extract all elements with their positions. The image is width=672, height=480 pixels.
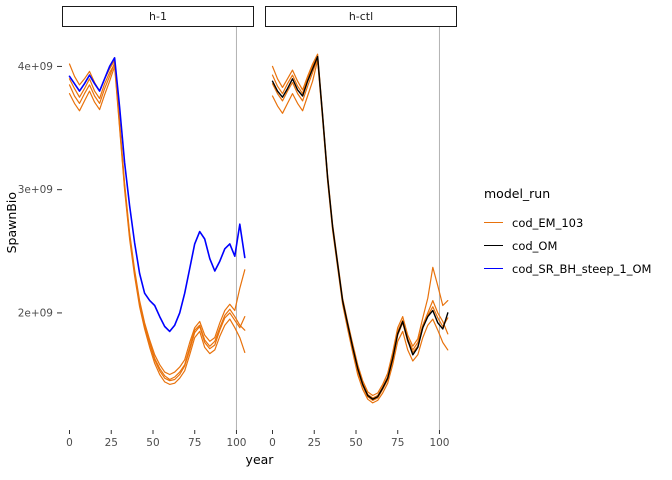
series-line-cod_EM_103-3 xyxy=(271,57,449,401)
x-tick-label: 75 xyxy=(391,437,404,449)
x-tick-label: 100 xyxy=(226,437,246,449)
facet-strip-h-1: h-1 xyxy=(62,6,254,27)
legend-items: cod_EM_103 cod_OM cod_SR_BH_steep_1_OM xyxy=(484,211,651,280)
x-tick-label: 50 xyxy=(349,437,362,449)
series-line-cod_EM_103-2 xyxy=(68,65,246,385)
facet-strip-h-ctl: h-ctl xyxy=(265,6,457,27)
legend-title: model_run xyxy=(484,186,551,201)
series-line-cod_EM_103-3 xyxy=(68,63,246,382)
legend-item-cod_SR_BH_steep_1_OM: cod_SR_BH_steep_1_OM xyxy=(484,257,651,280)
legend-key-line xyxy=(484,268,503,269)
series-line-cod_EM_103-2 xyxy=(271,59,449,404)
x-tick-label: 50 xyxy=(146,437,159,449)
series-line-cod_EM_103-4 xyxy=(271,56,449,399)
x-tick-label: 0 xyxy=(66,437,73,449)
legend: model_run cod_EM_103 cod_OM cod_SR_BH_stee… xyxy=(484,186,651,280)
series-line-cod_EM_103-1 xyxy=(68,59,246,376)
facet-panel-h-1: 0 25 50 75 100 xyxy=(66,27,246,449)
facet-panel-h-ctl: 0 25 50 75 100 xyxy=(269,27,449,449)
y-axis: 2e+09 3e+09 4e+09 xyxy=(18,61,62,319)
y-tick-label: 3e+09 xyxy=(18,184,53,196)
legend-label: cod_SR_BH_steep_1_OM xyxy=(512,261,652,276)
legend-item-cod_EM_103: cod_EM_103 xyxy=(484,211,651,234)
x-tick-label: 25 xyxy=(105,437,118,449)
legend-key-line xyxy=(484,245,503,246)
x-tick-label: 100 xyxy=(429,437,449,449)
y-tick-label: 4e+09 xyxy=(18,61,53,73)
x-axis-title: year xyxy=(245,452,274,467)
series-line-cod_EM_103-4 xyxy=(68,62,246,381)
legend-label: cod_OM xyxy=(512,238,558,253)
series-line-cod_OM xyxy=(271,55,449,400)
x-tick-label: 25 xyxy=(308,437,321,449)
series-line-cod_EM_103-1 xyxy=(271,53,449,397)
series-line-cod_SR_BH_steep_1_OM xyxy=(68,56,246,333)
x-tick-label: 0 xyxy=(269,437,276,449)
x-tick-label: 75 xyxy=(188,437,201,449)
legend-label: cod_EM_103 xyxy=(512,215,584,230)
legend-key-line xyxy=(484,222,503,223)
y-tick-label: 2e+09 xyxy=(18,307,53,319)
legend-item-cod_OM: cod_OM xyxy=(484,234,651,257)
